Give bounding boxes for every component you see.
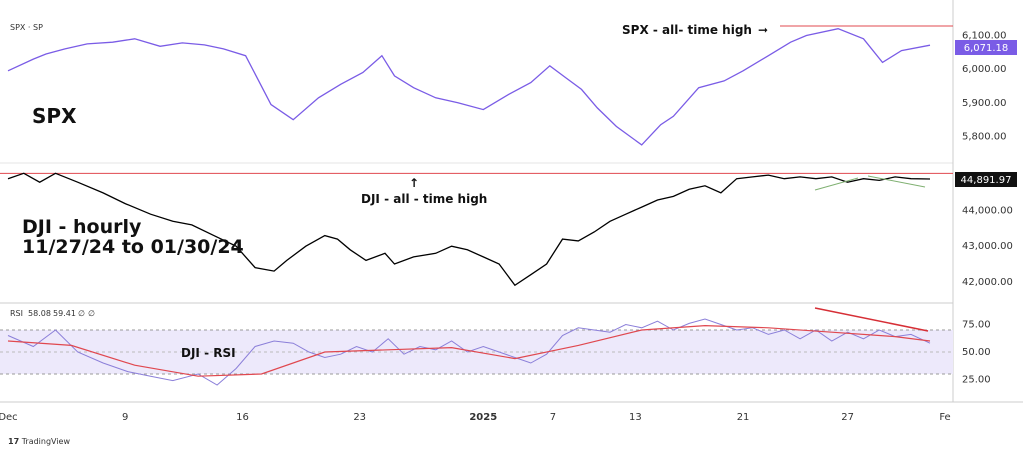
x-tick-label: 13	[629, 412, 642, 423]
spx-symbol-label: SPX · SP	[10, 23, 43, 32]
dji-last-price-badge	[955, 172, 1017, 187]
dji-trendline-green-2	[867, 175, 926, 188]
spx-ath-annotation: SPX - all- time high	[622, 23, 752, 37]
x-tick-label: 9	[122, 412, 128, 423]
x-tick-label: 27	[841, 412, 854, 423]
tradingview-logo: 𝟭𝟳 TradingView	[8, 437, 70, 446]
rsi-divergence-line	[814, 307, 929, 332]
spx-price-series	[7, 28, 931, 146]
x-tick-label: 21	[737, 412, 750, 423]
y-tick-label: 43,000.00	[962, 241, 1013, 252]
rsi-series	[7, 318, 931, 386]
y-tick-label: 44,000.00	[962, 206, 1013, 217]
y-tick-label: 25.00	[962, 375, 991, 386]
rsi-label: RSI	[10, 309, 23, 318]
rsi-y-axis: 75.00 50.00 25.00	[962, 320, 991, 386]
y-tick-label: 6,100.00	[962, 30, 1007, 41]
spx-y-axis: 6,100.00 6,000.00 5,900.00 5,800.00	[962, 30, 1007, 142]
spx-ath-arrow: ➞	[758, 23, 768, 37]
rsi-value-3: ∅	[78, 309, 85, 318]
dji-ath-arrow: ↑	[409, 176, 419, 190]
rsi-value-4: ∅	[88, 309, 95, 318]
x-tick-label: 2025	[469, 412, 497, 423]
x-tick-label: 16	[236, 412, 249, 423]
dji-y-axis: 44,000.00 43,000.00 42,000.00	[962, 206, 1013, 288]
tradingview-icon: 𝟭𝟳	[8, 437, 22, 446]
y-tick-label: 75.00	[962, 320, 991, 331]
x-tick-label: 7	[550, 412, 556, 423]
dji-big-title-line2: 11/27/24 to 01/30/24	[22, 236, 244, 258]
rsi-value-1: 58.08	[28, 309, 51, 318]
brand-label: TradingView	[21, 437, 71, 446]
y-tick-label: 42,000.00	[962, 277, 1013, 288]
spx-last-price-label: 6,071.18	[964, 43, 1009, 54]
dji-ath-annotation: DJI - all - time high	[361, 192, 487, 206]
x-axis: Dec 9 16 23 2025 7 13 21 27 Fe	[0, 412, 951, 423]
dji-price-series	[7, 172, 931, 287]
dji-big-title-line1: DJI - hourly	[22, 216, 142, 238]
rsi-ma-series	[7, 324, 931, 377]
dji-last-price-label: 44,891.97	[961, 175, 1012, 186]
rsi-value-2: 59.41	[53, 309, 76, 318]
dji-trendline-green	[814, 177, 859, 191]
x-tick-label: Dec	[0, 412, 18, 423]
y-tick-label: 5,800.00	[962, 132, 1007, 143]
x-tick-label: Fe	[939, 412, 950, 423]
x-tick-label: 23	[353, 412, 366, 423]
spx-last-price-badge	[955, 40, 1017, 55]
y-tick-label: 50.00	[962, 347, 991, 358]
spx-big-title: SPX	[32, 104, 77, 128]
rsi-title: DJI - RSI	[181, 346, 236, 360]
y-tick-label: 6,000.00	[962, 64, 1007, 75]
y-tick-label: 5,900.00	[962, 98, 1007, 109]
